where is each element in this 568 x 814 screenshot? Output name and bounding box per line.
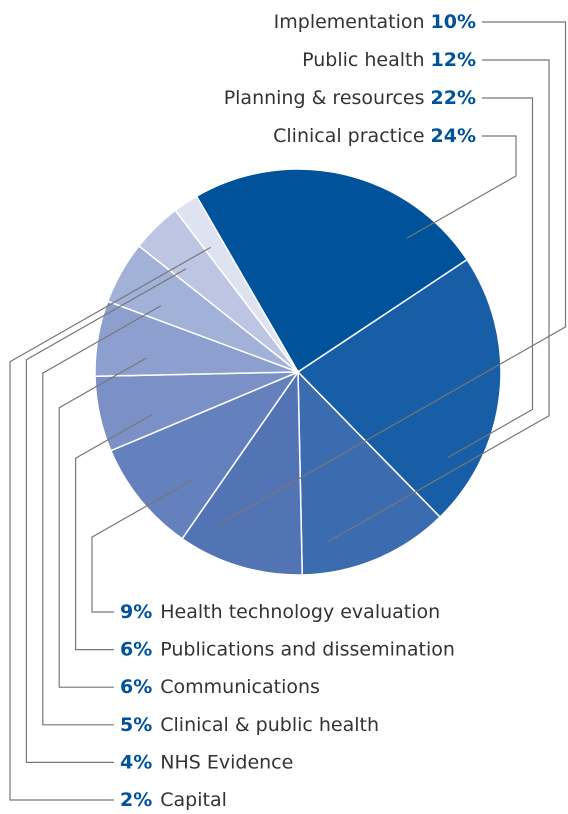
- category-label: Clinical practice: [273, 125, 424, 147]
- leader-line: [42, 305, 162, 726]
- slice-label: Clinical practice 24%: [273, 125, 476, 147]
- value-label: 12%: [431, 49, 476, 71]
- value-label: 2%: [120, 789, 152, 811]
- pie-slice: [174, 195, 299, 373]
- slice-label: 4% NHS Evidence: [120, 751, 293, 773]
- leader-line: [75, 414, 153, 651]
- leader-line: [217, 21, 567, 526]
- category-label: Planning & resources: [224, 87, 425, 109]
- category-label: Health technology evaluation: [160, 601, 440, 623]
- category-label: NHS Evidence: [160, 751, 293, 773]
- slice-label: Implementation 10%: [274, 11, 476, 33]
- pie-slice: [296, 258, 502, 519]
- category-label: Communications: [160, 676, 320, 698]
- leader-line: [9, 246, 211, 801]
- slice-label: Planning & resources 22%: [224, 87, 476, 109]
- value-label: 4%: [120, 751, 152, 773]
- pie-slice: [181, 369, 304, 576]
- slice-label: 6% Communications: [120, 676, 320, 698]
- leader-line: [447, 97, 534, 459]
- leader-line: [58, 357, 147, 688]
- category-label: Clinical & public health: [160, 713, 379, 735]
- category-label: Public health: [302, 49, 424, 71]
- leader-line: [91, 480, 192, 613]
- leader-line: [327, 59, 550, 543]
- value-label: 6%: [120, 676, 152, 698]
- value-label: 24%: [431, 125, 476, 147]
- pie-slice: [297, 370, 442, 576]
- slice-label: 5% Clinical & public health: [120, 713, 379, 735]
- value-label: 6%: [120, 638, 152, 660]
- category-label: Capital: [160, 789, 227, 811]
- value-label: 9%: [120, 601, 152, 623]
- slice-label: Public health 12%: [302, 49, 476, 71]
- value-label: 22%: [431, 87, 476, 109]
- value-label: 5%: [120, 713, 152, 735]
- pie-slice: [109, 370, 301, 540]
- leader-line: [25, 268, 187, 763]
- category-label: Publications and dissemination: [160, 638, 455, 660]
- slice-label: 9% Health technology evaluation: [120, 601, 440, 623]
- pie-slice: [195, 168, 469, 374]
- category-label: Implementation: [274, 11, 425, 33]
- slice-label: 2% Capital: [120, 789, 227, 811]
- leader-line: [406, 135, 517, 239]
- value-label: 10%: [431, 11, 476, 33]
- slice-label: 6% Publications and dissemination: [120, 638, 455, 660]
